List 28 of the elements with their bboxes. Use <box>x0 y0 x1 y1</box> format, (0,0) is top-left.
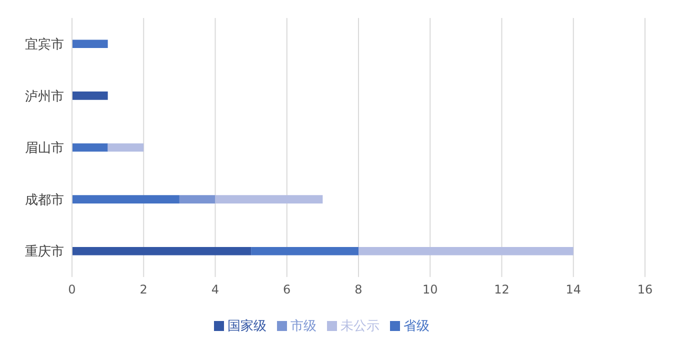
y-tick-label: 宜宾市 <box>25 36 64 53</box>
y-tick-label: 泸州市 <box>25 89 64 104</box>
x-tick-label: 8 <box>354 282 362 297</box>
bar <box>358 246 574 256</box>
bar <box>72 246 252 256</box>
legend-label: 国家级 <box>228 319 266 334</box>
x-tick-label: 10 <box>422 282 438 297</box>
x-tick-label: 12 <box>494 282 510 297</box>
x-tick-label: 2 <box>140 282 148 297</box>
x-tick-label: 4 <box>211 282 220 297</box>
y-tick-label: 重庆市 <box>25 244 64 260</box>
x-tick-label: 6 <box>283 282 291 297</box>
y-tick-label: 眉山市 <box>25 141 64 156</box>
x-tick-label: 14 <box>566 282 582 297</box>
y-tick-label: 成都市 <box>25 192 64 208</box>
bar <box>72 92 108 100</box>
legend-label: 未公示 <box>340 319 380 334</box>
legend-label: 省级 <box>404 319 430 334</box>
bar <box>72 143 108 152</box>
legend-label: 市级 <box>290 319 316 334</box>
x-tick-label: 0 <box>68 282 76 297</box>
bar <box>251 246 358 256</box>
bar <box>215 195 323 204</box>
bar <box>108 143 144 152</box>
bar <box>72 40 108 48</box>
x-tick-label: 16 <box>637 282 653 297</box>
bar <box>179 195 216 204</box>
bar <box>72 195 180 204</box>
